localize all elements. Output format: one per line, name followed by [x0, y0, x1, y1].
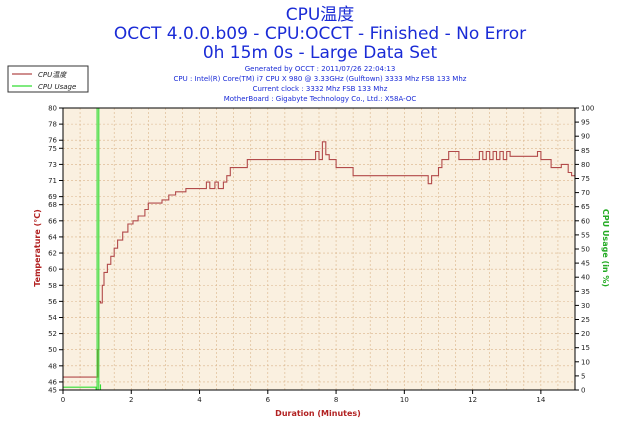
y-tick-label-right: 25 — [581, 316, 590, 324]
y-tick-label-left: 73 — [48, 161, 57, 169]
x-tick-label: 4 — [197, 396, 202, 404]
y-axis-label-right: CPU Usage (in %) — [601, 209, 610, 287]
y-tick-label-right: 80 — [581, 161, 590, 169]
y-ticks-right: 0 5 10 15 20 25 30 35 40 45 50 55 60 65 70 75 80 85 90 95 10… — [575, 105, 594, 395]
y-tick-label-right: 45 — [581, 260, 590, 268]
info-clock: Current clock : 3332 Mhz FSB 133 Mhz — [253, 85, 388, 93]
y-tick-label-right: 55 — [581, 231, 590, 239]
y-tick-label-right: 20 — [581, 330, 590, 338]
x-axis-label: Duration (Minutes) — [275, 409, 361, 418]
y-tick-label-left: 46 — [48, 378, 57, 386]
info-motherboard: MotherBoard : Gigabyte Technology Co., L… — [224, 95, 417, 103]
y-tick-label-left: 69 — [48, 193, 57, 201]
legend: CPU温度 CPU Usage — [7, 65, 89, 93]
x-tick-label: 8 — [334, 396, 338, 404]
y-tick-label-right: 10 — [581, 358, 590, 366]
y-tick-label-right: 35 — [581, 288, 590, 296]
x-tick-label: 6 — [266, 396, 271, 404]
y-tick-label-right: 100 — [581, 105, 594, 113]
chart-title-duration: 0h 15m 0s - Large Data Set — [203, 43, 438, 63]
legend-label-usage: CPU Usage — [38, 83, 76, 91]
chart-title-cpu: CPU温度 — [286, 5, 355, 25]
x-tick-label: 12 — [468, 396, 477, 404]
x-tick-label: 14 — [536, 396, 545, 404]
y-tick-label-left: 54 — [48, 314, 57, 322]
y-tick-label-left: 52 — [48, 330, 57, 338]
y-tick-label-left: 56 — [48, 298, 57, 306]
y-tick-label-right: 95 — [581, 119, 590, 127]
y-tick-label-right: 40 — [581, 274, 590, 282]
y-tick-label-right: 90 — [581, 133, 590, 141]
y-tick-label-right: 85 — [581, 147, 590, 155]
legend-box — [7, 65, 89, 93]
y-tick-label-right: 15 — [581, 344, 590, 352]
y-tick-label-left: 76 — [48, 137, 57, 145]
x-tick-label: 2 — [129, 396, 133, 404]
legend-label-temperature: CPU温度 — [38, 71, 67, 79]
y-tick-label-right: 70 — [581, 189, 590, 197]
y-tick-label-left: 66 — [48, 217, 57, 225]
y-tick-label-left: 62 — [48, 250, 57, 258]
chart-title-occt: OCCT 4.0.0.b09 - CPU:OCCT - Finished - N… — [114, 24, 526, 44]
x-tick-label: 10 — [400, 396, 409, 404]
x-ticks: 0 2 4 6 8 10 12 14 — [61, 390, 546, 404]
y-tick-label-right: 50 — [581, 246, 590, 254]
y-tick-label-right: 60 — [581, 217, 590, 225]
y-tick-label-left: 68 — [48, 201, 57, 209]
y-tick-label-left: 78 — [48, 121, 57, 129]
y-tick-label-right: 30 — [581, 302, 590, 310]
info-generated: Generated by OCCT : 2011/07/26 22:04:13 — [245, 65, 396, 73]
x-tick-label: 0 — [61, 396, 65, 404]
y-tick-label-left: 64 — [48, 233, 57, 241]
y-tick-label-left: 45 — [48, 387, 57, 395]
title-block: CPU温度 OCCT 4.0.0.b09 - CPU:OCCT - Finish… — [114, 5, 526, 103]
y-tick-label-right: 75 — [581, 175, 590, 183]
y-tick-label-right: 65 — [581, 203, 590, 211]
y-tick-label-left: 50 — [48, 346, 57, 354]
y-tick-label-left: 58 — [48, 282, 57, 290]
y-tick-label-left: 71 — [48, 177, 57, 185]
y-tick-label-left: 48 — [48, 362, 57, 370]
y-tick-label-left: 80 — [48, 105, 57, 113]
y-tick-label-right: 0 — [581, 387, 585, 395]
grid — [63, 108, 575, 390]
y-axis-label-left: Temperature (°C) — [33, 209, 42, 287]
y-tick-label-right: 5 — [581, 372, 585, 380]
info-cpu: CPU : Intel(R) Core(TM) i7 CPU X 980 @ 3… — [174, 75, 467, 83]
series-line-cpu-temperature — [63, 141, 575, 378]
y-tick-label-left: 60 — [48, 266, 57, 274]
y-tick-label-left: 75 — [48, 145, 57, 153]
